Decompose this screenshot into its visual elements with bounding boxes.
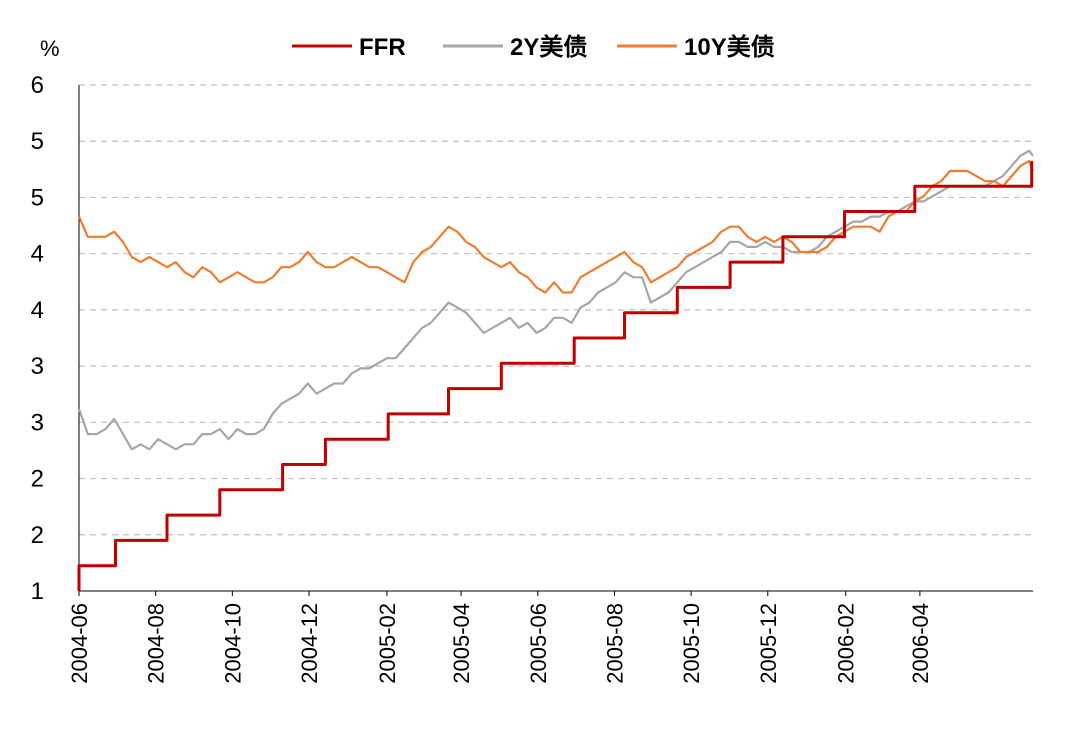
legend-label: FFR: [359, 34, 406, 61]
series-line-10Y美债: [77, 159, 1035, 294]
series-line-FFR: [77, 160, 1034, 591]
x-tick-label: 2004-12: [297, 603, 322, 684]
series-layer: [77, 149, 1035, 591]
x-tick-label: 2005-02: [375, 603, 400, 684]
x-axis-ticks: 2004-06 2004-08 2004-10 2004-12 2005-02 2005-…: [67, 591, 933, 684]
y-tick-label: 2: [31, 466, 44, 493]
y-tick-label: 2: [31, 522, 44, 549]
x-tick-label: 2005-08: [602, 603, 627, 684]
y-tick-label: 6: [31, 72, 44, 99]
y-tick-label: 5: [31, 128, 44, 155]
x-tick-label: 2005-12: [756, 603, 781, 684]
x-tick-label: 2005-10: [679, 603, 704, 684]
legend-label: 10Y美债: [684, 33, 775, 61]
y-tick-label: 3: [31, 409, 44, 436]
chart-legend: FFR 2Y美债 10Y美债: [292, 33, 775, 61]
legend-label: 2Y美债: [510, 33, 587, 61]
gridlines: [79, 84, 1033, 536]
y-axis-unit-label: %: [40, 36, 60, 61]
x-tick-label: 2005-04: [449, 603, 474, 684]
y-tick-label: 5: [31, 184, 44, 211]
y-tick-label: 4: [31, 297, 44, 324]
y-tick-label: 1: [31, 578, 44, 605]
x-tick-label: 2006-02: [834, 603, 859, 684]
x-tick-label: 2004-08: [144, 603, 169, 684]
series-line-2Y美债: [77, 149, 1034, 451]
x-tick-label: 2005-06: [526, 603, 551, 684]
y-axis-ticks: 1 2 2 3 3 4 4 5 5 6: [31, 72, 44, 605]
y-tick-label: 4: [31, 241, 44, 268]
x-tick-label: 2004-06: [67, 603, 92, 684]
x-tick-label: 2006-04: [908, 603, 933, 684]
x-tick-label: 2004-10: [220, 603, 245, 684]
y-tick-label: 3: [31, 353, 44, 380]
